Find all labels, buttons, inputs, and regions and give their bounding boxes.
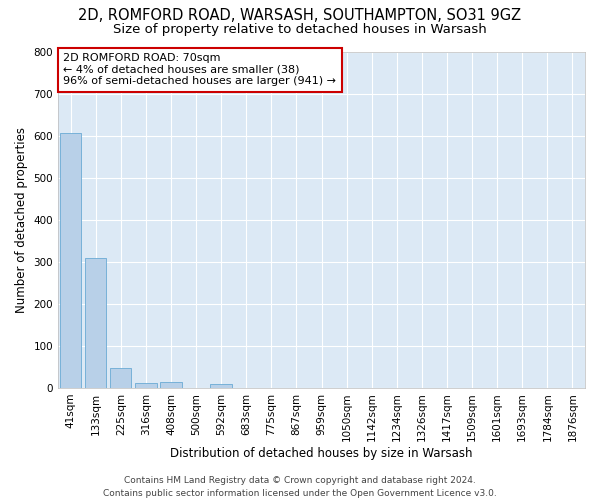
Text: Size of property relative to detached houses in Warsash: Size of property relative to detached ho… — [113, 22, 487, 36]
Bar — [135, 383, 157, 388]
Bar — [60, 132, 81, 388]
Bar — [160, 382, 182, 388]
Text: Contains HM Land Registry data © Crown copyright and database right 2024.
Contai: Contains HM Land Registry data © Crown c… — [103, 476, 497, 498]
Text: 2D, ROMFORD ROAD, WARSASH, SOUTHAMPTON, SO31 9GZ: 2D, ROMFORD ROAD, WARSASH, SOUTHAMPTON, … — [79, 8, 521, 22]
Bar — [211, 384, 232, 388]
Bar — [110, 368, 131, 388]
Text: 2D ROMFORD ROAD: 70sqm
← 4% of detached houses are smaller (38)
96% of semi-deta: 2D ROMFORD ROAD: 70sqm ← 4% of detached … — [64, 53, 337, 86]
Y-axis label: Number of detached properties: Number of detached properties — [15, 126, 28, 312]
Bar — [85, 258, 106, 388]
X-axis label: Distribution of detached houses by size in Warsash: Distribution of detached houses by size … — [170, 447, 473, 460]
